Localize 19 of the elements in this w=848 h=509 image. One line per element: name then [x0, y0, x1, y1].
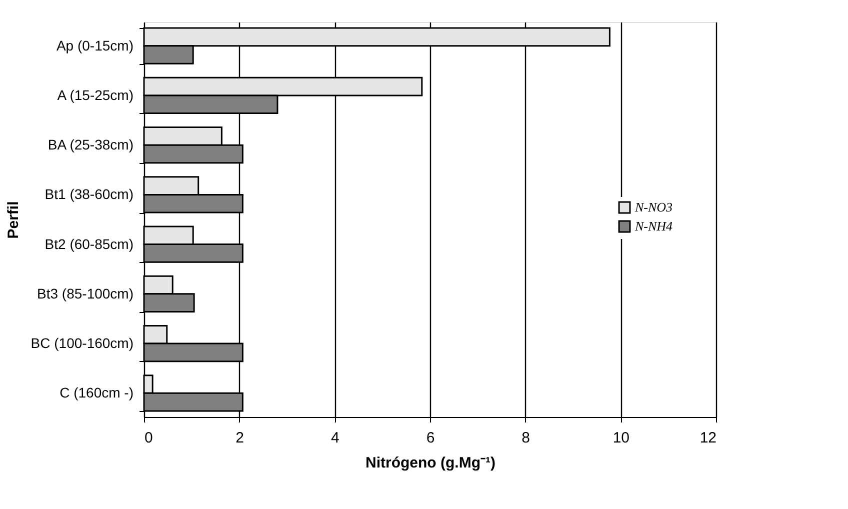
y-tick-label: BC (100-160cm) — [30, 335, 134, 352]
y-tick-label: Bt3 (85-100cm) — [37, 285, 134, 302]
y-tick-label: BA (25-38cm) — [48, 136, 134, 153]
y-axis-title: Perfil — [4, 201, 22, 239]
x-axis-title: Nitrógeno (g.Mg⁻¹) — [366, 454, 496, 472]
x-tick-label: 12 — [700, 430, 716, 446]
legend-label: N-NH4 — [634, 218, 674, 234]
x-tick-label: 4 — [330, 430, 340, 446]
y-tick-label: A (15-25cm) — [57, 86, 134, 103]
x-tick-label: 8 — [522, 430, 530, 446]
y-tick-label: Bt2 (60-85cm) — [44, 236, 134, 252]
y-tick-label: C (160cm -) — [60, 384, 134, 401]
x-tick-label: 2 — [236, 430, 244, 446]
x-tick-label: 10 — [612, 430, 630, 446]
y-tick-label: Ap (0-15cm) — [56, 37, 134, 54]
x-tick-label: 0 — [144, 430, 153, 446]
x-tick-label: 6 — [426, 430, 435, 446]
legend-label: N-NO3 — [634, 200, 674, 214]
y-tick-label: Bt1 (38-60cm) — [44, 186, 134, 202]
